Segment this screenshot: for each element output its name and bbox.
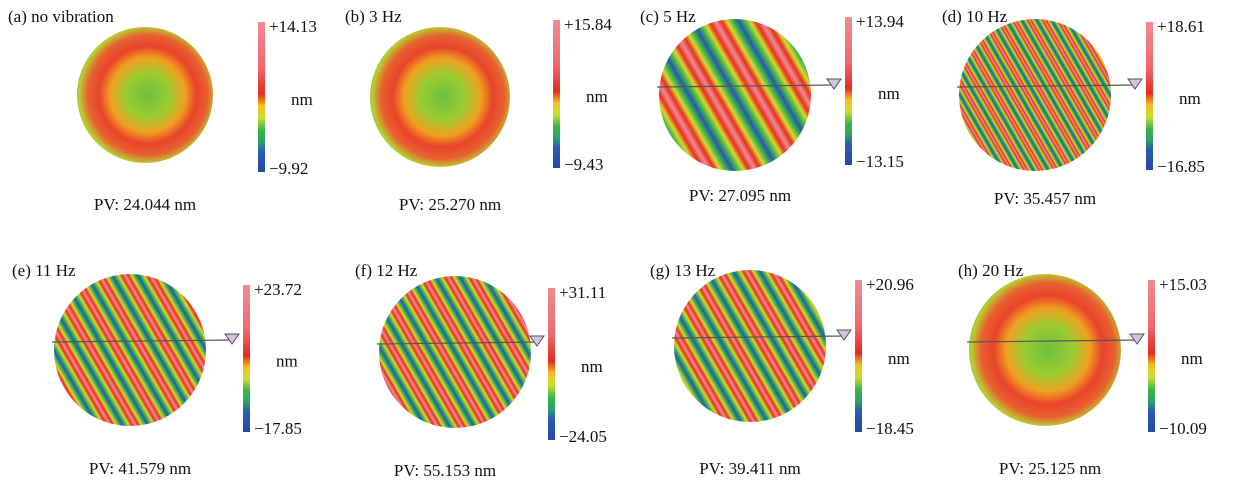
panel-label: (h) 20 Hz — [958, 261, 1024, 280]
color-bar — [258, 22, 265, 172]
surface-map — [77, 27, 213, 163]
max-label: +20.96 — [866, 275, 914, 294]
min-label: −9.43 — [564, 155, 603, 174]
surface-map — [659, 19, 811, 171]
panel: (b) 3 Hz +15.84 nm −9.43 PV: 25.270 nm — [345, 7, 612, 214]
profile-marker — [529, 335, 545, 347]
panel-label: (a) no vibration — [8, 7, 114, 26]
max-label: +15.03 — [1159, 275, 1207, 294]
min-label: −16.85 — [1157, 157, 1205, 176]
surface-map — [969, 274, 1121, 426]
min-label: −9.92 — [269, 159, 308, 178]
profile-line — [656, 84, 836, 88]
max-label: +31.11 — [559, 283, 606, 302]
color-bar — [855, 280, 862, 432]
min-label: −10.09 — [1159, 419, 1207, 438]
profile-line — [966, 339, 1139, 343]
pv-label: PV: 55.153 nm — [394, 461, 496, 480]
unit-label: nm — [1179, 89, 1201, 108]
color-bar — [1146, 22, 1153, 170]
max-label: +13.94 — [856, 12, 904, 31]
surface-map — [370, 27, 510, 167]
panel: (d) 10 Hz +18.61 nm −16.85 PV: 35.457 nm — [942, 7, 1205, 208]
profile-line — [956, 84, 1137, 88]
profile-marker — [826, 78, 842, 90]
surface-map — [674, 270, 826, 422]
panel: (c) 5 Hz +13.94 nm −13.15 PV: 27.095 nm — [640, 7, 904, 205]
panel-label: (g) 13 Hz — [650, 261, 716, 280]
panel-label: (f) 12 Hz — [355, 261, 418, 280]
pv-label: PV: 35.457 nm — [994, 189, 1096, 208]
min-label: −17.85 — [254, 419, 302, 438]
panel: (g) 13 Hz +20.96 nm −18.45 PV: 39.411 nm — [650, 261, 914, 478]
max-label: +23.72 — [254, 280, 302, 299]
panel: (e) 11 Hz +23.72 nm −17.85 PV: 41.579 nm — [12, 261, 302, 478]
surface-map — [959, 19, 1111, 171]
profile-marker — [1127, 78, 1143, 90]
pv-label: PV: 39.411 nm — [699, 459, 801, 478]
color-bar — [243, 285, 250, 432]
color-bar — [1148, 280, 1155, 432]
panel: (h) 20 Hz +15.03 nm −10.09 PV: 25.125 nm — [958, 261, 1207, 478]
unit-label: nm — [276, 351, 298, 370]
min-label: −13.15 — [856, 152, 904, 171]
surface-map — [379, 276, 531, 428]
unit-label: nm — [1181, 349, 1203, 368]
panel-label: (b) 3 Hz — [345, 7, 402, 26]
unit-label: nm — [888, 349, 910, 368]
min-label: −24.05 — [559, 427, 607, 446]
pv-label: PV: 27.095 nm — [689, 186, 791, 205]
max-label: +18.61 — [1157, 17, 1205, 36]
unit-label: nm — [878, 84, 900, 103]
panel: (f) 12 Hz +31.11 nm −24.05 PV: 55.153 nm — [355, 261, 607, 480]
pv-label: PV: 41.579 nm — [89, 459, 191, 478]
panel-label: (c) 5 Hz — [640, 7, 696, 26]
color-bar — [548, 288, 555, 440]
min-label: −18.45 — [866, 419, 914, 438]
profile-marker — [836, 329, 852, 341]
pv-label: PV: 25.270 nm — [399, 195, 501, 214]
color-bar — [553, 20, 560, 168]
max-label: +14.13 — [269, 17, 317, 36]
pv-label: PV: 24.044 nm — [94, 195, 196, 214]
unit-label: nm — [291, 90, 313, 109]
pv-label: PV: 25.125 nm — [999, 459, 1101, 478]
profile-line — [376, 341, 539, 345]
max-label: +15.84 — [564, 15, 612, 34]
unit-label: nm — [586, 87, 608, 106]
panel-label: (e) 11 Hz — [12, 261, 76, 280]
surface-map — [54, 274, 206, 426]
profile-marker — [1129, 333, 1145, 345]
profile-line — [671, 335, 846, 339]
panel-label: (d) 10 Hz — [942, 7, 1008, 26]
profile-line — [51, 339, 234, 343]
panel: (a) no vibration +14.13 nm −9.92 PV: 24.044 … — [8, 7, 317, 214]
color-bar — [845, 17, 852, 165]
profile-marker — [224, 333, 240, 345]
unit-label: nm — [581, 357, 603, 376]
